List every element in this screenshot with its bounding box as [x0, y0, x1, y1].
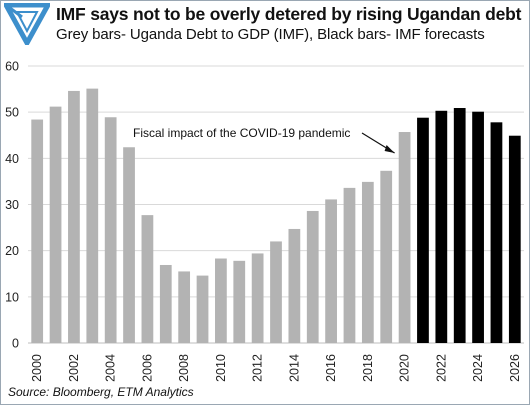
- chart-title: IMF says not to be overly detered by ris…: [56, 4, 522, 24]
- annotation-label: Fiscal impact of the COVID-19 pandemic: [133, 126, 350, 140]
- chart-subtitle: Grey bars- Uganda Debt to GDP (IMF), Bla…: [56, 26, 485, 43]
- x-tick-label: 2014: [287, 354, 301, 382]
- x-tick-label: 2016: [324, 354, 338, 382]
- x-tick-label: 2002: [67, 354, 81, 382]
- bar-2006: [141, 215, 154, 343]
- x-axis-ticks: 2000 2002 2004 2006 2008 2010 2012 2014 2016 2018…: [30, 354, 522, 382]
- x-tick-label: 2022: [434, 354, 448, 382]
- bar-2009: [196, 275, 209, 343]
- bar-2014: [288, 228, 301, 343]
- y-axis-ticks: 0 10 20 30 40 50 60: [5, 60, 19, 351]
- x-tick-label: 2008: [177, 354, 191, 382]
- x-tick-label: 2020: [398, 354, 412, 382]
- annotation-arrowhead: [384, 145, 395, 153]
- y-tick-label: 50: [5, 106, 19, 120]
- bar-2013: [270, 241, 282, 343]
- bar-2002: [68, 90, 80, 344]
- y-tick-label: 30: [5, 198, 19, 212]
- x-tick-label: 2012: [251, 354, 265, 382]
- bar-2019: [380, 170, 393, 343]
- bar-2017: [343, 187, 356, 343]
- y-tick-label: 10: [5, 290, 19, 304]
- y-tick-label: 60: [5, 60, 19, 74]
- bar-2016: [325, 199, 337, 343]
- bar-2022: [435, 110, 448, 343]
- x-tick-label: 2006: [140, 354, 154, 382]
- y-tick-label: 20: [5, 244, 19, 258]
- y-tick-label: 40: [5, 152, 19, 166]
- bar-2020: [398, 132, 411, 343]
- bar-2012: [251, 253, 264, 343]
- bar-2024: [472, 111, 484, 343]
- bar-2011: [233, 260, 246, 343]
- bar-2003: [86, 88, 99, 343]
- x-tick-label: 2018: [361, 354, 375, 382]
- x-tick-label: 2000: [30, 354, 44, 382]
- x-tick-label: 2010: [214, 354, 228, 382]
- bar-2015: [306, 210, 319, 343]
- annotations: Fiscal impact of the COVID-19 pandemic: [133, 126, 395, 154]
- bar-2005: [123, 147, 135, 343]
- source-note: Source: Bloomberg, ETM Analytics: [8, 385, 194, 399]
- bar-2008: [178, 271, 191, 343]
- bar-2007: [159, 264, 172, 343]
- x-tick-label: 2004: [104, 354, 118, 382]
- bar-2010: [215, 258, 227, 343]
- x-tick-label: 2024: [471, 354, 485, 382]
- bar-2018: [361, 181, 374, 343]
- y-tick-label: 0: [12, 337, 19, 351]
- bar-2026: [508, 135, 521, 343]
- bar-2025: [490, 122, 503, 343]
- bar-2001: [49, 106, 62, 343]
- bars: [31, 88, 521, 344]
- bar-2023: [453, 108, 466, 344]
- bar-2004: [104, 117, 117, 344]
- bar-2000: [31, 119, 44, 343]
- bar-2021: [417, 117, 429, 343]
- etm-triangle-logo-icon: [4, 3, 50, 45]
- x-tick-label: 2026: [508, 354, 522, 382]
